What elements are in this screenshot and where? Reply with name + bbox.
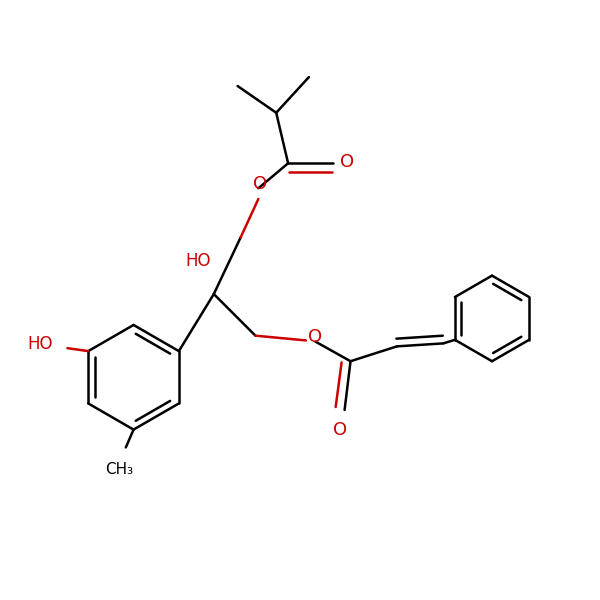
Text: HO: HO (185, 252, 211, 270)
Text: O: O (253, 175, 266, 193)
Text: O: O (333, 421, 347, 439)
Text: O: O (340, 153, 354, 171)
Text: CH₃: CH₃ (104, 462, 133, 477)
Text: HO: HO (27, 335, 53, 353)
Text: O: O (308, 328, 322, 346)
